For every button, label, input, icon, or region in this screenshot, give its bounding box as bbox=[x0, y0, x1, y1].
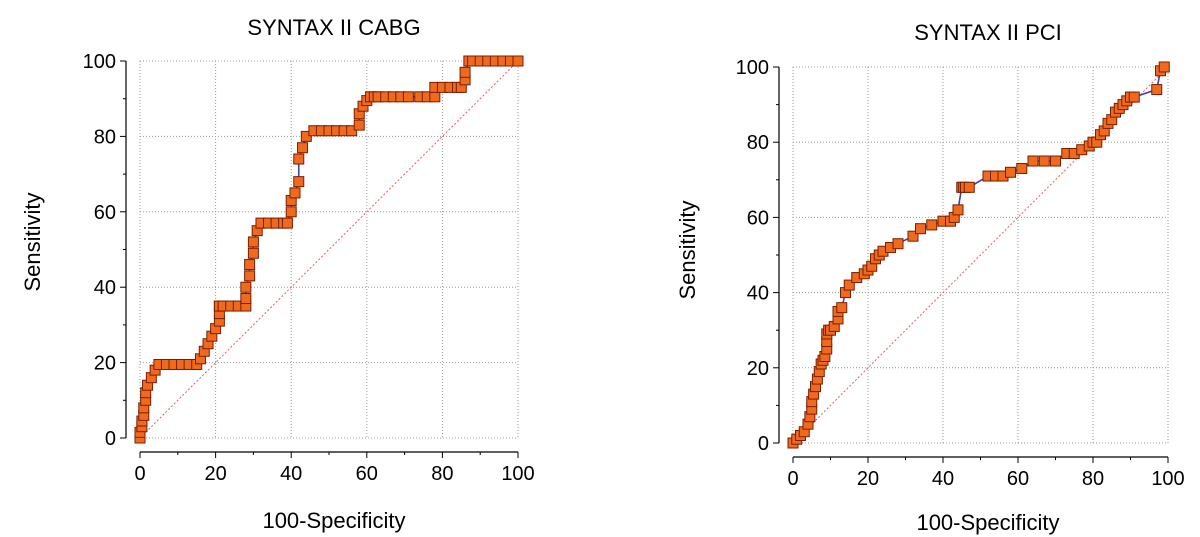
roc-point-marker bbox=[293, 153, 305, 165]
y-tick-label: 100 bbox=[83, 51, 116, 73]
roc-point-marker bbox=[1027, 155, 1039, 167]
roc-chart-cabg: SYNTAX II CABG 100-Specificity Sensitivi… bbox=[20, 15, 535, 533]
roc-point-marker bbox=[1005, 166, 1016, 178]
y-tick-label: 80 bbox=[94, 126, 116, 148]
roc-plot-cabg: SYNTAX II CABG 100-Specificity Sensitivi… bbox=[20, 15, 535, 533]
roc-point-marker bbox=[285, 206, 297, 218]
chart-title: SYNTAX II PCI bbox=[914, 20, 1062, 45]
roc-point-marker bbox=[892, 238, 904, 250]
roc-point-marker bbox=[244, 259, 256, 271]
x-tick-label: 60 bbox=[356, 463, 378, 485]
y-tick-label: 40 bbox=[747, 283, 769, 305]
roc-point-marker bbox=[1050, 155, 1061, 167]
roc-point-marker bbox=[247, 247, 259, 259]
roc-point-marker bbox=[289, 187, 301, 199]
y-tick-label: 20 bbox=[747, 358, 769, 380]
roc-point-marker bbox=[297, 142, 309, 154]
y-axis-title: Sensitivity bbox=[675, 200, 700, 299]
y-tick-label: 100 bbox=[736, 57, 769, 79]
roc-point-marker bbox=[300, 130, 312, 142]
y-tick-label: 0 bbox=[758, 433, 769, 455]
roc-point-marker bbox=[1038, 155, 1050, 167]
y-tick-label: 20 bbox=[94, 353, 116, 375]
x-tick-label: 0 bbox=[134, 463, 145, 485]
x-tick-label: 20 bbox=[857, 468, 879, 490]
y-tick-label: 40 bbox=[94, 277, 116, 299]
x-tick-label: 100 bbox=[501, 463, 534, 485]
x-tick-label: 60 bbox=[1007, 468, 1029, 490]
roc-point-marker bbox=[963, 181, 975, 193]
x-axis-title: 100-Specificity bbox=[916, 510, 1059, 535]
chart-title: SYNTAX II CABG bbox=[247, 15, 420, 40]
roc-point-marker bbox=[926, 219, 938, 231]
roc-point-marker bbox=[843, 279, 855, 291]
roc-point-marker bbox=[293, 176, 305, 188]
roc-point-marker bbox=[512, 55, 524, 67]
y-tick-label: 60 bbox=[747, 207, 769, 229]
roc-point-marker bbox=[281, 217, 293, 229]
x-tick-label: 100 bbox=[1151, 468, 1184, 490]
x-tick-label: 80 bbox=[1082, 468, 1104, 490]
x-axis-title: 100-Specificity bbox=[262, 508, 405, 533]
roc-point-marker bbox=[1158, 61, 1170, 73]
diagonal-reference-line bbox=[139, 60, 519, 439]
roc-point-marker bbox=[836, 302, 848, 314]
plot-area: 0 20 40 60 80 100 0 20 40 60 80 100 bbox=[736, 57, 1185, 490]
roc-point-marker bbox=[240, 281, 252, 293]
x-tick-label: 0 bbox=[787, 468, 798, 490]
roc-point-marker bbox=[907, 230, 919, 242]
diagonal-reference-line bbox=[792, 66, 1169, 444]
roc-chart-pci: SYNTAX II PCI 100-Specificity Sensitivit… bbox=[600, 0, 1200, 537]
roc-point-marker bbox=[1128, 91, 1140, 103]
x-tick-label: 80 bbox=[431, 463, 453, 485]
roc-point-marker bbox=[247, 236, 259, 248]
plot-area: 0 20 40 60 80 100 0 20 40 60 80 100 bbox=[83, 51, 535, 485]
roc-point-marker bbox=[952, 204, 964, 216]
roc-point-marker bbox=[240, 293, 252, 305]
roc-plot-pci: SYNTAX II PCI 100-Specificity Sensitivit… bbox=[675, 20, 1185, 535]
x-tick-label: 40 bbox=[932, 468, 954, 490]
roc-point-marker bbox=[1016, 163, 1028, 175]
roc-point-marker bbox=[429, 91, 441, 103]
roc-point-marker bbox=[915, 223, 926, 235]
roc-point-marker bbox=[346, 125, 358, 137]
roc-point-marker bbox=[402, 91, 414, 103]
roc-point-marker bbox=[353, 119, 365, 131]
y-tick-label: 0 bbox=[105, 428, 116, 450]
roc-point-marker bbox=[459, 66, 471, 78]
roc-point-marker bbox=[1151, 84, 1163, 96]
roc-point-marker bbox=[244, 270, 256, 282]
x-tick-label: 20 bbox=[204, 463, 226, 485]
y-axis-title: Sensitivity bbox=[20, 192, 45, 291]
y-tick-label: 80 bbox=[747, 132, 769, 154]
y-tick-label: 60 bbox=[94, 202, 116, 224]
x-tick-label: 40 bbox=[280, 463, 302, 485]
